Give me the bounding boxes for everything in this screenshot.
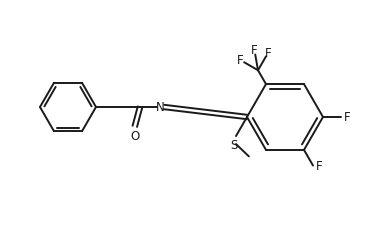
Text: O: O: [130, 130, 140, 143]
Text: N: N: [156, 101, 164, 114]
Text: F: F: [236, 54, 243, 67]
Text: F: F: [344, 111, 351, 124]
Text: F: F: [316, 159, 323, 172]
Text: F: F: [251, 44, 258, 57]
Text: F: F: [265, 46, 272, 59]
Text: S: S: [230, 138, 238, 151]
